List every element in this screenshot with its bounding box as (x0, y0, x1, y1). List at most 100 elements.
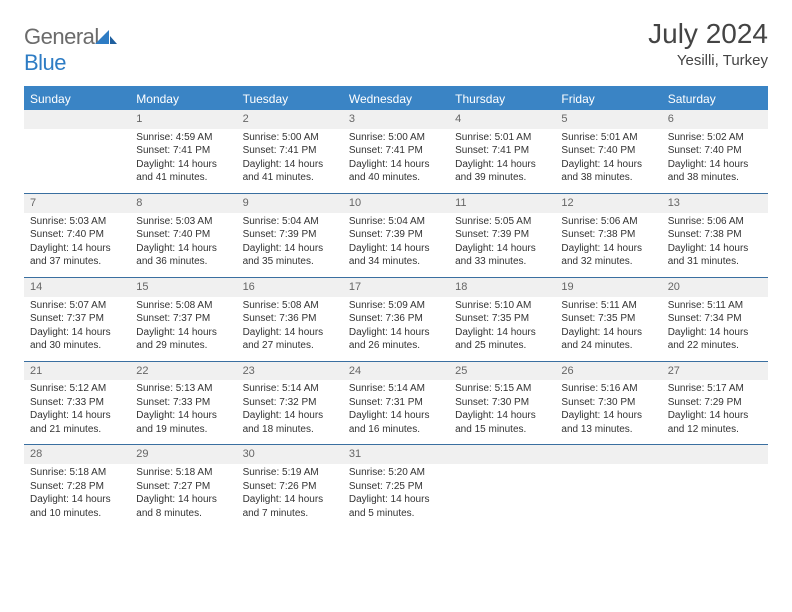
calendar-day-cell: 27Sunrise: 5:17 AMSunset: 7:29 PMDayligh… (662, 361, 768, 445)
weekday-header: Thursday (449, 87, 555, 110)
day-body: Sunrise: 5:07 AMSunset: 7:37 PMDaylight:… (24, 297, 130, 361)
sunrise-line: Sunrise: 5:03 AM (30, 215, 124, 229)
brand-word-1: General (24, 24, 99, 49)
day-number: 23 (237, 362, 343, 381)
sunrise-line: Sunrise: 5:04 AM (243, 215, 337, 229)
calendar-day-cell: 7Sunrise: 5:03 AMSunset: 7:40 PMDaylight… (24, 193, 130, 277)
calendar-table: Sunday Monday Tuesday Wednesday Thursday… (24, 86, 768, 528)
day-number: 22 (130, 362, 236, 381)
day-body: Sunrise: 5:11 AMSunset: 7:35 PMDaylight:… (555, 297, 661, 361)
sunrise-line: Sunrise: 5:10 AM (455, 299, 549, 313)
day-number: 11 (449, 194, 555, 213)
calendar-day-cell: 19Sunrise: 5:11 AMSunset: 7:35 PMDayligh… (555, 277, 661, 361)
day-number: 29 (130, 445, 236, 464)
calendar-week-row: 14Sunrise: 5:07 AMSunset: 7:37 PMDayligh… (24, 277, 768, 361)
sunset-line: Sunset: 7:41 PM (243, 144, 337, 158)
calendar-day-cell: 6Sunrise: 5:02 AMSunset: 7:40 PMDaylight… (662, 110, 768, 193)
calendar-week-row: 21Sunrise: 5:12 AMSunset: 7:33 PMDayligh… (24, 361, 768, 445)
day-number-empty (449, 445, 555, 464)
sunset-line: Sunset: 7:38 PM (561, 228, 655, 242)
sunset-line: Sunset: 7:40 PM (561, 144, 655, 158)
calendar-day-cell: 18Sunrise: 5:10 AMSunset: 7:35 PMDayligh… (449, 277, 555, 361)
day-body: Sunrise: 5:10 AMSunset: 7:35 PMDaylight:… (449, 297, 555, 361)
weekday-header-row: Sunday Monday Tuesday Wednesday Thursday… (24, 87, 768, 110)
daylight-line: Daylight: 14 hours and 21 minutes. (30, 409, 124, 436)
sunset-line: Sunset: 7:25 PM (349, 480, 443, 494)
weekday-header: Sunday (24, 87, 130, 110)
day-body: Sunrise: 5:11 AMSunset: 7:34 PMDaylight:… (662, 297, 768, 361)
calendar-day-cell: 13Sunrise: 5:06 AMSunset: 7:38 PMDayligh… (662, 193, 768, 277)
sunrise-line: Sunrise: 5:07 AM (30, 299, 124, 313)
calendar-week-row: 28Sunrise: 5:18 AMSunset: 7:28 PMDayligh… (24, 445, 768, 528)
daylight-line: Daylight: 14 hours and 25 minutes. (455, 326, 549, 353)
day-body: Sunrise: 5:16 AMSunset: 7:30 PMDaylight:… (555, 380, 661, 444)
sunrise-line: Sunrise: 5:15 AM (455, 382, 549, 396)
sunrise-line: Sunrise: 5:18 AM (30, 466, 124, 480)
day-number: 1 (130, 110, 236, 129)
day-number: 5 (555, 110, 661, 129)
daylight-line: Daylight: 14 hours and 16 minutes. (349, 409, 443, 436)
sunset-line: Sunset: 7:33 PM (30, 396, 124, 410)
sunset-line: Sunset: 7:36 PM (349, 312, 443, 326)
weekday-header: Saturday (662, 87, 768, 110)
sunrise-line: Sunrise: 5:11 AM (668, 299, 762, 313)
daylight-line: Daylight: 14 hours and 38 minutes. (668, 158, 762, 185)
calendar-day-cell: 24Sunrise: 5:14 AMSunset: 7:31 PMDayligh… (343, 361, 449, 445)
day-number: 6 (662, 110, 768, 129)
calendar-week-row: 7Sunrise: 5:03 AMSunset: 7:40 PMDaylight… (24, 193, 768, 277)
calendar-week-row: 1 Sunrise: 4:59 AM Sunset: 7:41 PM Daylight… (24, 110, 768, 193)
day-body-empty (555, 464, 661, 522)
sunset-line: Sunset: 7:30 PM (455, 396, 549, 410)
day-number-empty (662, 445, 768, 464)
day-number: 12 (555, 194, 661, 213)
calendar-day-cell: 26Sunrise: 5:16 AMSunset: 7:30 PMDayligh… (555, 361, 661, 445)
day-body: Sunrise: 5:20 AMSunset: 7:25 PMDaylight:… (343, 464, 449, 528)
day-number: 13 (662, 194, 768, 213)
sunrise-line: Sunrise: 5:17 AM (668, 382, 762, 396)
day-number: 2 (237, 110, 343, 129)
weekday-header: Monday (130, 87, 236, 110)
calendar-day-cell: 5Sunrise: 5:01 AMSunset: 7:40 PMDaylight… (555, 110, 661, 193)
day-body: Sunrise: 5:18 AMSunset: 7:28 PMDaylight:… (24, 464, 130, 528)
sunset-line: Sunset: 7:33 PM (136, 396, 230, 410)
sunrise-line: Sunrise: 4:59 AM (136, 131, 230, 145)
sunrise-line: Sunrise: 5:14 AM (243, 382, 337, 396)
sunrise-line: Sunrise: 5:20 AM (349, 466, 443, 480)
day-body: Sunrise: 5:08 AMSunset: 7:37 PMDaylight:… (130, 297, 236, 361)
day-number: 30 (237, 445, 343, 464)
day-number-empty (24, 110, 130, 129)
calendar-day-cell: 9Sunrise: 5:04 AMSunset: 7:39 PMDaylight… (237, 193, 343, 277)
day-number: 18 (449, 278, 555, 297)
daylight-line: Daylight: 14 hours and 33 minutes. (455, 242, 549, 269)
day-body: Sunrise: 5:01 AMSunset: 7:40 PMDaylight:… (555, 129, 661, 193)
daylight-line: Daylight: 14 hours and 35 minutes. (243, 242, 337, 269)
day-body: Sunrise: 5:08 AMSunset: 7:36 PMDaylight:… (237, 297, 343, 361)
sunrise-line: Sunrise: 5:00 AM (243, 131, 337, 145)
calendar-day-cell: 2Sunrise: 5:00 AMSunset: 7:41 PMDaylight… (237, 110, 343, 193)
day-body: Sunrise: 5:17 AMSunset: 7:29 PMDaylight:… (662, 380, 768, 444)
daylight-line: Daylight: 14 hours and 27 minutes. (243, 326, 337, 353)
sunset-line: Sunset: 7:35 PM (455, 312, 549, 326)
day-body: Sunrise: 5:13 AMSunset: 7:33 PMDaylight:… (130, 380, 236, 444)
brand-word-2: Blue (24, 50, 66, 75)
sunset-line: Sunset: 7:27 PM (136, 480, 230, 494)
calendar-day-cell: 25Sunrise: 5:15 AMSunset: 7:30 PMDayligh… (449, 361, 555, 445)
sunset-line: Sunset: 7:39 PM (349, 228, 443, 242)
daylight-line: Daylight: 14 hours and 31 minutes. (668, 242, 762, 269)
calendar-day-cell: 8Sunrise: 5:03 AMSunset: 7:40 PMDaylight… (130, 193, 236, 277)
title-block: July 2024 Yesilli, Turkey (648, 18, 768, 69)
day-body-empty (662, 464, 768, 522)
day-body: Sunrise: 5:06 AMSunset: 7:38 PMDaylight:… (662, 213, 768, 277)
day-body-empty (449, 464, 555, 522)
daylight-line: Daylight: 14 hours and 32 minutes. (561, 242, 655, 269)
day-body: Sunrise: 5:03 AMSunset: 7:40 PMDaylight:… (24, 213, 130, 277)
daylight-line: Daylight: 14 hours and 30 minutes. (30, 326, 124, 353)
daylight-line: Daylight: 14 hours and 24 minutes. (561, 326, 655, 353)
sunrise-line: Sunrise: 5:02 AM (668, 131, 762, 145)
day-body: Sunrise: 5:00 AMSunset: 7:41 PMDaylight:… (237, 129, 343, 193)
sunset-line: Sunset: 7:29 PM (668, 396, 762, 410)
month-title: July 2024 (648, 18, 768, 50)
day-number-empty (555, 445, 661, 464)
daylight-line: Daylight: 14 hours and 38 minutes. (561, 158, 655, 185)
day-body: Sunrise: 5:03 AMSunset: 7:40 PMDaylight:… (130, 213, 236, 277)
